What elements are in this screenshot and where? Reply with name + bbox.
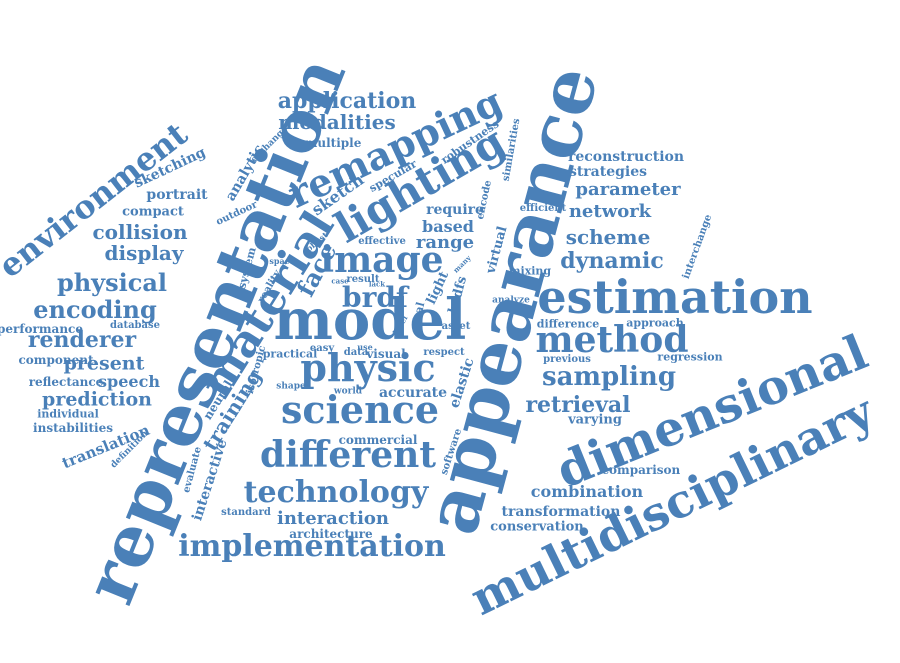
- word-result: result: [346, 274, 380, 285]
- word-approach: approach: [626, 316, 684, 330]
- word-performance: performance: [0, 322, 83, 336]
- word-model: model: [273, 287, 467, 353]
- word-physical: physical: [56, 268, 168, 297]
- word-transformation: transformation: [501, 504, 621, 520]
- word-architecture: architecture: [289, 527, 373, 541]
- word-different: different: [260, 434, 436, 476]
- word-range: range: [415, 232, 475, 253]
- word-lack: lack: [368, 279, 386, 289]
- word-portrait: portrait: [146, 187, 208, 203]
- word-reflectance: reflectance: [28, 375, 104, 389]
- word-comparison: comparison: [601, 463, 681, 477]
- word-science: science: [280, 387, 440, 432]
- word-application: application: [277, 88, 417, 114]
- word-display: display: [104, 241, 184, 265]
- word-combination: combination: [530, 482, 644, 501]
- word-world: world: [333, 386, 363, 397]
- word-varying: varying: [568, 412, 622, 428]
- word-database: database: [109, 320, 161, 331]
- word-modalities: modalities: [278, 110, 396, 134]
- word-method: method: [535, 319, 689, 361]
- word-technology: technology: [243, 475, 429, 510]
- word-compact: compact: [122, 204, 184, 220]
- word-data: data: [343, 347, 369, 358]
- word-implementation: implementation: [178, 529, 446, 564]
- word-reconstruction: reconstruction: [567, 149, 685, 165]
- word-practical: practical: [262, 347, 318, 361]
- word-parameter: parameter: [575, 179, 681, 200]
- word-conservation: conservation: [490, 519, 584, 535]
- word-based: based: [422, 217, 474, 236]
- word-interaction: interaction: [276, 508, 390, 529]
- word-case: case: [331, 276, 349, 286]
- word-require: require: [426, 202, 484, 218]
- word-instabilities: instabilities: [33, 421, 113, 435]
- word-strategies: strategies: [568, 164, 648, 180]
- word-asset: asset: [441, 321, 471, 332]
- word-present: present: [63, 352, 145, 375]
- word-many: many: [451, 253, 473, 275]
- word-network: network: [568, 201, 652, 222]
- word-respect: respect: [423, 347, 465, 358]
- word-image: image: [320, 239, 444, 281]
- word-difference: difference: [536, 317, 600, 331]
- word-dynamic: dynamic: [560, 248, 664, 274]
- word-sampling: sampling: [541, 362, 677, 392]
- word-speech: speech: [98, 372, 160, 391]
- word-space: space: [269, 256, 295, 266]
- word-standard: standard: [221, 507, 271, 518]
- word-shape: shape: [276, 381, 306, 392]
- word-physic: physic: [300, 345, 436, 390]
- word-visual: visual: [366, 347, 406, 361]
- word-effective: effective: [358, 236, 406, 247]
- word-brdf: brdf: [342, 281, 408, 314]
- word-encoding: encoding: [33, 295, 157, 324]
- word-regression: regression: [657, 350, 723, 364]
- word-collision: collision: [92, 220, 188, 244]
- word-efficient: efficient: [519, 203, 567, 214]
- word-retrieval: retrieval: [525, 392, 631, 418]
- word-component: component: [18, 353, 94, 367]
- word-accurate: accurate: [378, 385, 448, 401]
- word-use: use: [357, 342, 373, 352]
- word-estimation: estimation: [537, 270, 813, 324]
- word-easy: easy: [309, 343, 335, 354]
- word-mixing: mixing: [508, 264, 552, 278]
- word-prediction: prediction: [42, 388, 152, 411]
- word-renderer: renderer: [27, 327, 137, 353]
- word-analyze: analyze: [492, 295, 530, 306]
- word-previous: previous: [543, 354, 591, 365]
- word-multiple: multiple: [304, 136, 362, 150]
- word-individual: individual: [37, 407, 99, 421]
- word-commercial: commercial: [338, 433, 418, 447]
- word-scheme: scheme: [565, 225, 651, 249]
